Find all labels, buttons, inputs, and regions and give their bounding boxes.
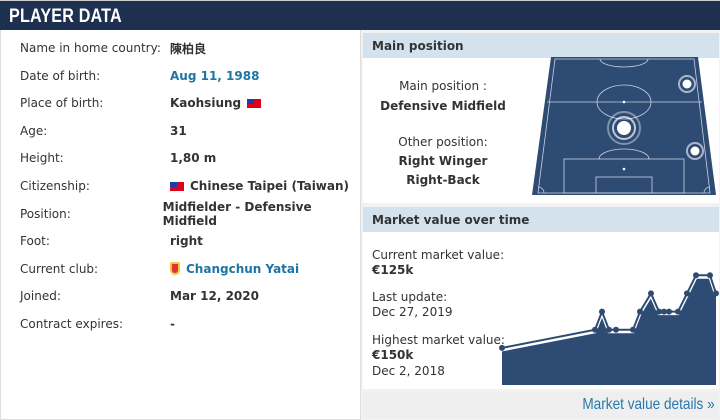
main-position-value: Defensive Midfield	[380, 99, 506, 113]
market-value-box: Market value over time Current market va…	[363, 207, 719, 389]
taiwan-flag-icon	[247, 98, 262, 108]
info-row: Joined: Mar 12, 2020	[20, 286, 360, 306]
info-row: Age: 31	[20, 121, 360, 141]
info-value: Kaohsiung	[170, 96, 262, 111]
info-value-text: Kaohsiung	[170, 96, 242, 111]
chart-line-edge	[501, 274, 717, 349]
current-value-label: Current market value:	[372, 248, 505, 262]
position-marker-dm	[607, 111, 641, 145]
section-title: PLAYER DATA	[9, 6, 122, 27]
info-value: 陳柏良	[170, 40, 206, 57]
info-row: Contract expires: -	[20, 314, 360, 334]
current-value: €125k	[372, 263, 414, 277]
info-value: Chinese Taipei (Taiwan)	[170, 179, 349, 193]
info-label: Position:	[20, 206, 71, 221]
info-value: Midfielder - Defensive Midfield	[163, 200, 360, 228]
market-value-title: Market value over time	[363, 207, 719, 232]
chart-point[interactable]	[613, 326, 619, 333]
info-row: Foot: right	[20, 231, 360, 251]
info-value-text: 31	[170, 123, 187, 138]
market-value-chart[interactable]	[498, 257, 719, 388]
info-value-text: right	[170, 234, 203, 249]
chart-point[interactable]	[592, 326, 598, 333]
chart-point[interactable]	[606, 326, 612, 333]
info-label: Height:	[20, 151, 64, 166]
other-position-value: Right Winger	[398, 154, 488, 168]
info-row: Height: 1,80 m	[20, 148, 360, 168]
other-position-value: Right-Back	[406, 173, 480, 187]
chart-point[interactable]	[648, 290, 654, 297]
main-position-box: Main position Main position : Defensive …	[363, 33, 719, 203]
info-value-text: 1,80 m	[170, 151, 217, 166]
market-value-details-link[interactable]: Market value details »	[582, 396, 715, 413]
info-label: Contract expires:	[20, 317, 124, 331]
club-crest-icon	[170, 262, 180, 276]
chart-point[interactable]	[599, 308, 605, 315]
info-value-text[interactable]: Changchun Yatai	[186, 261, 300, 276]
highest-value: €150k	[372, 348, 414, 362]
info-label: Place of birth:	[20, 96, 104, 111]
last-update: Dec 27, 2019	[372, 305, 453, 319]
highest-value-date: Dec 2, 2018	[372, 364, 445, 378]
info-row: Current club: Changchun Yatai	[20, 259, 360, 279]
taiwan-flag-icon	[170, 181, 184, 191]
info-row: Citizenship: Chinese Taipei (Taiwan)	[20, 176, 360, 196]
chart-point[interactable]	[661, 308, 667, 315]
info-value: Mar 12, 2020	[170, 289, 259, 303]
chart-point[interactable]	[713, 290, 719, 297]
info-label: Date of birth:	[20, 68, 101, 83]
highest-value-label: Highest market value:	[372, 333, 505, 347]
info-row: Date of birth: Aug 11, 1988	[20, 66, 360, 86]
info-value: Aug 11, 1988	[170, 69, 259, 83]
chart-point[interactable]	[656, 308, 662, 315]
section-header: PLAYER DATA	[0, 0, 720, 30]
info-value-text: Midfielder - Defensive Midfield	[162, 199, 312, 228]
position-marker-rb	[686, 142, 704, 160]
info-value-text: -	[170, 317, 175, 331]
info-value: right	[170, 234, 203, 248]
info-value-text: Chinese Taipei (Taiwan)	[190, 179, 350, 193]
side-panel: Main position Main position : Defensive …	[360, 30, 720, 420]
info-value-text: Mar 12, 2020	[170, 289, 259, 304]
info-value-text[interactable]: Aug 11, 1988	[170, 68, 260, 83]
details-bar: Market value details »	[363, 392, 719, 418]
pitch-diagram	[532, 57, 716, 195]
chart-point[interactable]	[499, 344, 505, 351]
info-value-text: 陳柏良	[170, 41, 207, 56]
chart-point[interactable]	[684, 290, 690, 297]
info-label: Current club:	[20, 261, 99, 276]
chart-point[interactable]	[707, 272, 713, 279]
info-label: Joined:	[20, 289, 61, 304]
info-value: -	[170, 317, 175, 331]
main-position-title: Main position	[363, 33, 719, 58]
position-marker-rw	[678, 75, 696, 93]
chart-point[interactable]	[630, 326, 636, 333]
last-update-label: Last update:	[372, 290, 448, 304]
info-row: Position: Midfielder - Defensive Midfield	[20, 200, 360, 228]
chart-point[interactable]	[637, 308, 643, 315]
info-row: Name in home country: 陳柏良	[20, 38, 360, 58]
info-value: 31	[170, 124, 187, 138]
info-row: Place of birth: Kaohsiung	[20, 93, 360, 113]
other-position-label: Other position:	[398, 135, 488, 149]
info-label: Citizenship:	[20, 179, 90, 193]
chart-point[interactable]	[675, 308, 681, 315]
chart-point[interactable]	[666, 308, 672, 315]
info-value: Changchun Yatai	[170, 262, 299, 276]
info-value: 1,80 m	[170, 151, 216, 165]
main-position-label: Main position :	[399, 79, 487, 93]
chart-point[interactable]	[693, 272, 699, 279]
info-label: Foot:	[20, 234, 50, 249]
info-label: Age:	[20, 123, 48, 138]
info-label: Name in home country:	[20, 41, 161, 55]
